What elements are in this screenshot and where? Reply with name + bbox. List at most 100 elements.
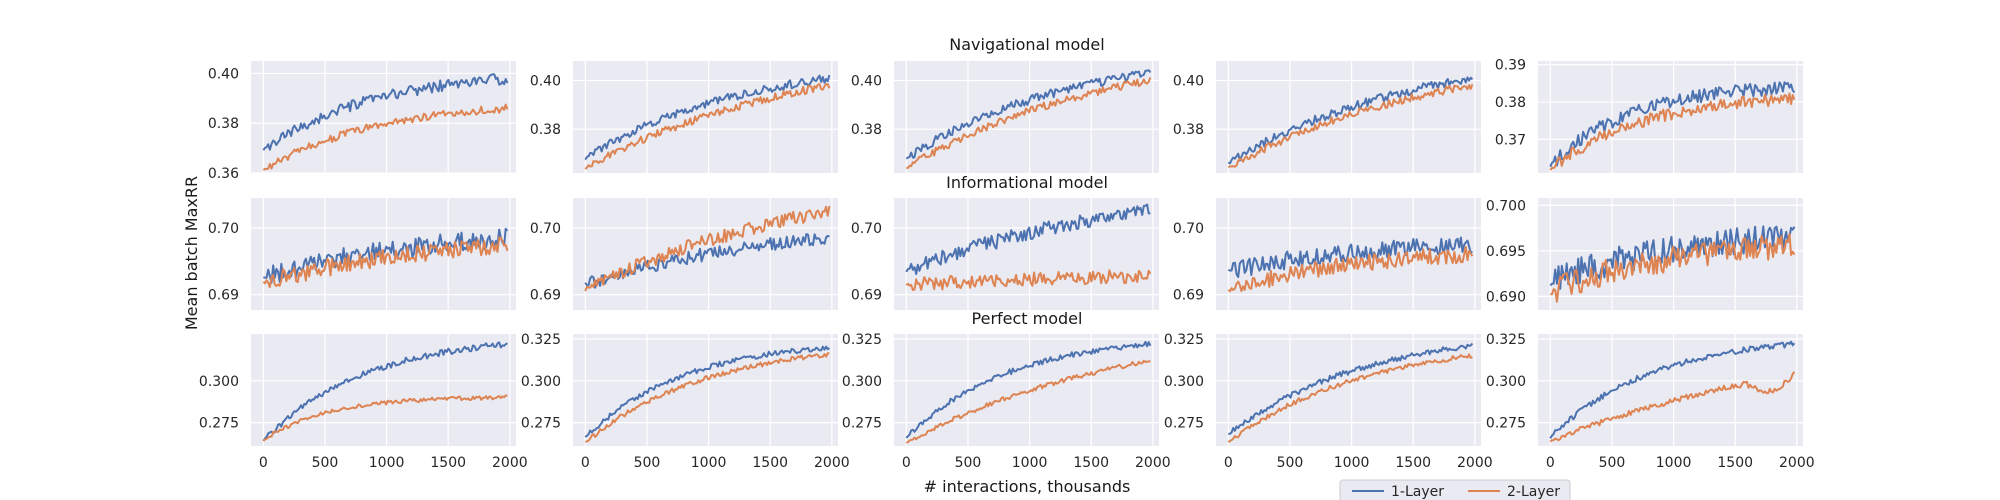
row-title-perfect: Perfect model	[972, 309, 1083, 328]
y-tick-label: 0.300	[842, 374, 882, 390]
x-tick-label: 2000	[814, 455, 850, 471]
y-tick-label: 0.70	[208, 221, 239, 237]
series-line-2-layer	[584, 83, 831, 170]
series-line-2-layer	[1549, 92, 1796, 171]
panel-background	[251, 61, 516, 173]
x-tick-label: 0	[1224, 455, 1233, 471]
panel-r2-c1: 0 500 1000 1500 2000 0.275 0.300 0.325	[521, 332, 850, 471]
panel-r0-c2: 0.38 0.40	[851, 61, 1159, 173]
series-line-2-layer	[906, 77, 1152, 170]
y-tick-label: 0.37	[1495, 132, 1526, 148]
y-tick-label: 0.38	[1495, 95, 1526, 111]
x-tick-label: 500	[1277, 455, 1304, 471]
x-tick-label: 2000	[1779, 455, 1815, 471]
x-tick-label: 0	[902, 455, 911, 471]
y-axis-title: Mean batch MaxRR	[182, 176, 201, 330]
y-tick-label: 0.300	[1486, 374, 1526, 390]
panel-background	[573, 334, 838, 446]
y-tick-label: 0.275	[521, 416, 561, 432]
series-line-1-layer	[905, 340, 1152, 439]
y-tick-label: 0.40	[530, 73, 561, 89]
x-tick-label: 0	[1546, 455, 1555, 471]
x-tick-label: 1500	[1717, 455, 1753, 471]
x-tick-label: 1000	[691, 455, 727, 471]
x-tick-label: 500	[634, 455, 661, 471]
panel-background	[894, 61, 1159, 173]
panel-r2-c4: 0 500 1000 1500 2000 0.275 0.300 0.325	[1486, 332, 1815, 471]
y-tick-label: 0.300	[199, 374, 239, 390]
x-tick-label: 1000	[1334, 455, 1370, 471]
panel-r2-c2: 0 500 1000 1500 2000 0.275 0.300 0.325	[842, 332, 1171, 471]
panel-r1-c2: 0.69 0.70	[851, 198, 1159, 310]
series-line-2-layer	[584, 352, 830, 443]
y-tick-label: 0.40	[851, 73, 882, 89]
y-tick-label: 0.40	[1173, 73, 1204, 89]
y-tick-label: 0.695	[1486, 244, 1526, 260]
x-tick-label: 500	[955, 455, 982, 471]
series-line-2-layer	[1227, 353, 1473, 444]
y-tick-label: 0.40	[208, 66, 239, 82]
series-line-2-layer	[905, 359, 1151, 444]
series-line-1-layer	[1228, 342, 1474, 435]
series-line-1-layer	[262, 341, 508, 442]
series-line-2-layer	[1550, 233, 1796, 303]
series-line-2-layer	[262, 394, 508, 442]
series-line-1-layer	[584, 345, 831, 438]
y-tick-label: 0.39	[1495, 58, 1526, 74]
panel-r2-c3: 0 500 1000 1500 2000 0.275 0.300 0.325	[1164, 332, 1493, 471]
y-tick-label: 0.69	[851, 288, 882, 304]
x-tick-label: 1500	[1073, 455, 1109, 471]
series-line-1-layer	[584, 74, 831, 161]
x-tick-label: 1500	[752, 455, 788, 471]
series-line-2-layer	[262, 236, 509, 289]
y-tick-label: 0.38	[530, 122, 561, 138]
x-tick-label: 1500	[1395, 455, 1431, 471]
panel-r0-c1: 0.38 0.40	[530, 61, 838, 173]
series-line-2-layer	[905, 269, 1152, 291]
y-tick-label: 0.325	[842, 332, 882, 348]
row-title-navigational: Navigational model	[949, 35, 1104, 54]
y-tick-label: 0.38	[851, 122, 882, 138]
series-line-1-layer	[262, 73, 509, 151]
panel-r1-c0: 0.69 0.70	[208, 198, 516, 310]
series-line-2-layer	[1227, 246, 1474, 293]
y-tick-label: 0.275	[199, 416, 239, 432]
panel-r0-c3: 0.38 0.40	[1173, 61, 1481, 173]
y-tick-label: 0.36	[208, 166, 239, 182]
x-tick-label: 2000	[1135, 455, 1171, 471]
series-line-1-layer	[1549, 81, 1796, 168]
series-line-1-layer	[905, 203, 1151, 275]
y-tick-label: 0.69	[1173, 288, 1204, 304]
y-tick-label: 0.70	[851, 221, 882, 237]
panel-background	[1538, 334, 1803, 446]
x-axis-title: # interactions, thousands	[924, 477, 1131, 496]
panel-r0-c4: 0.37 0.38 0.39	[1495, 58, 1803, 173]
x-tick-label: 1000	[1656, 455, 1692, 471]
y-tick-label: 0.70	[1173, 221, 1204, 237]
panel-r1-c4: 0.690 0.695 0.700	[1486, 198, 1803, 310]
panel-r1-c1: 0.69 0.70	[530, 198, 838, 310]
y-tick-label: 0.275	[1486, 416, 1526, 432]
series-line-2-layer	[584, 205, 831, 292]
y-tick-label: 0.300	[521, 374, 561, 390]
y-tick-label: 0.38	[208, 116, 239, 132]
legend-label-1-layer: 1-Layer	[1391, 484, 1444, 500]
y-tick-label: 0.325	[1164, 332, 1204, 348]
series-line-2-layer	[262, 103, 509, 171]
y-tick-label: 0.38	[1173, 122, 1204, 138]
panel-r1-c3: 0.69 0.70	[1173, 198, 1481, 310]
y-tick-label: 0.700	[1486, 198, 1526, 214]
series-line-2-layer	[1227, 83, 1474, 169]
row-title-informational: Informational model	[946, 173, 1108, 192]
series-line-1-layer	[905, 69, 1152, 160]
x-tick-label: 500	[1599, 455, 1626, 471]
y-tick-label: 0.275	[1164, 416, 1204, 432]
series-line-2-layer	[1549, 371, 1796, 443]
y-tick-label: 0.69	[208, 288, 239, 304]
panel-background	[251, 334, 516, 446]
legend-box	[1339, 479, 1571, 500]
y-tick-label: 0.69	[530, 288, 561, 304]
panel-r2-c0: 0 500 1000 1500 2000 0.275 0.300	[199, 334, 528, 471]
y-tick-label: 0.690	[1486, 289, 1526, 305]
